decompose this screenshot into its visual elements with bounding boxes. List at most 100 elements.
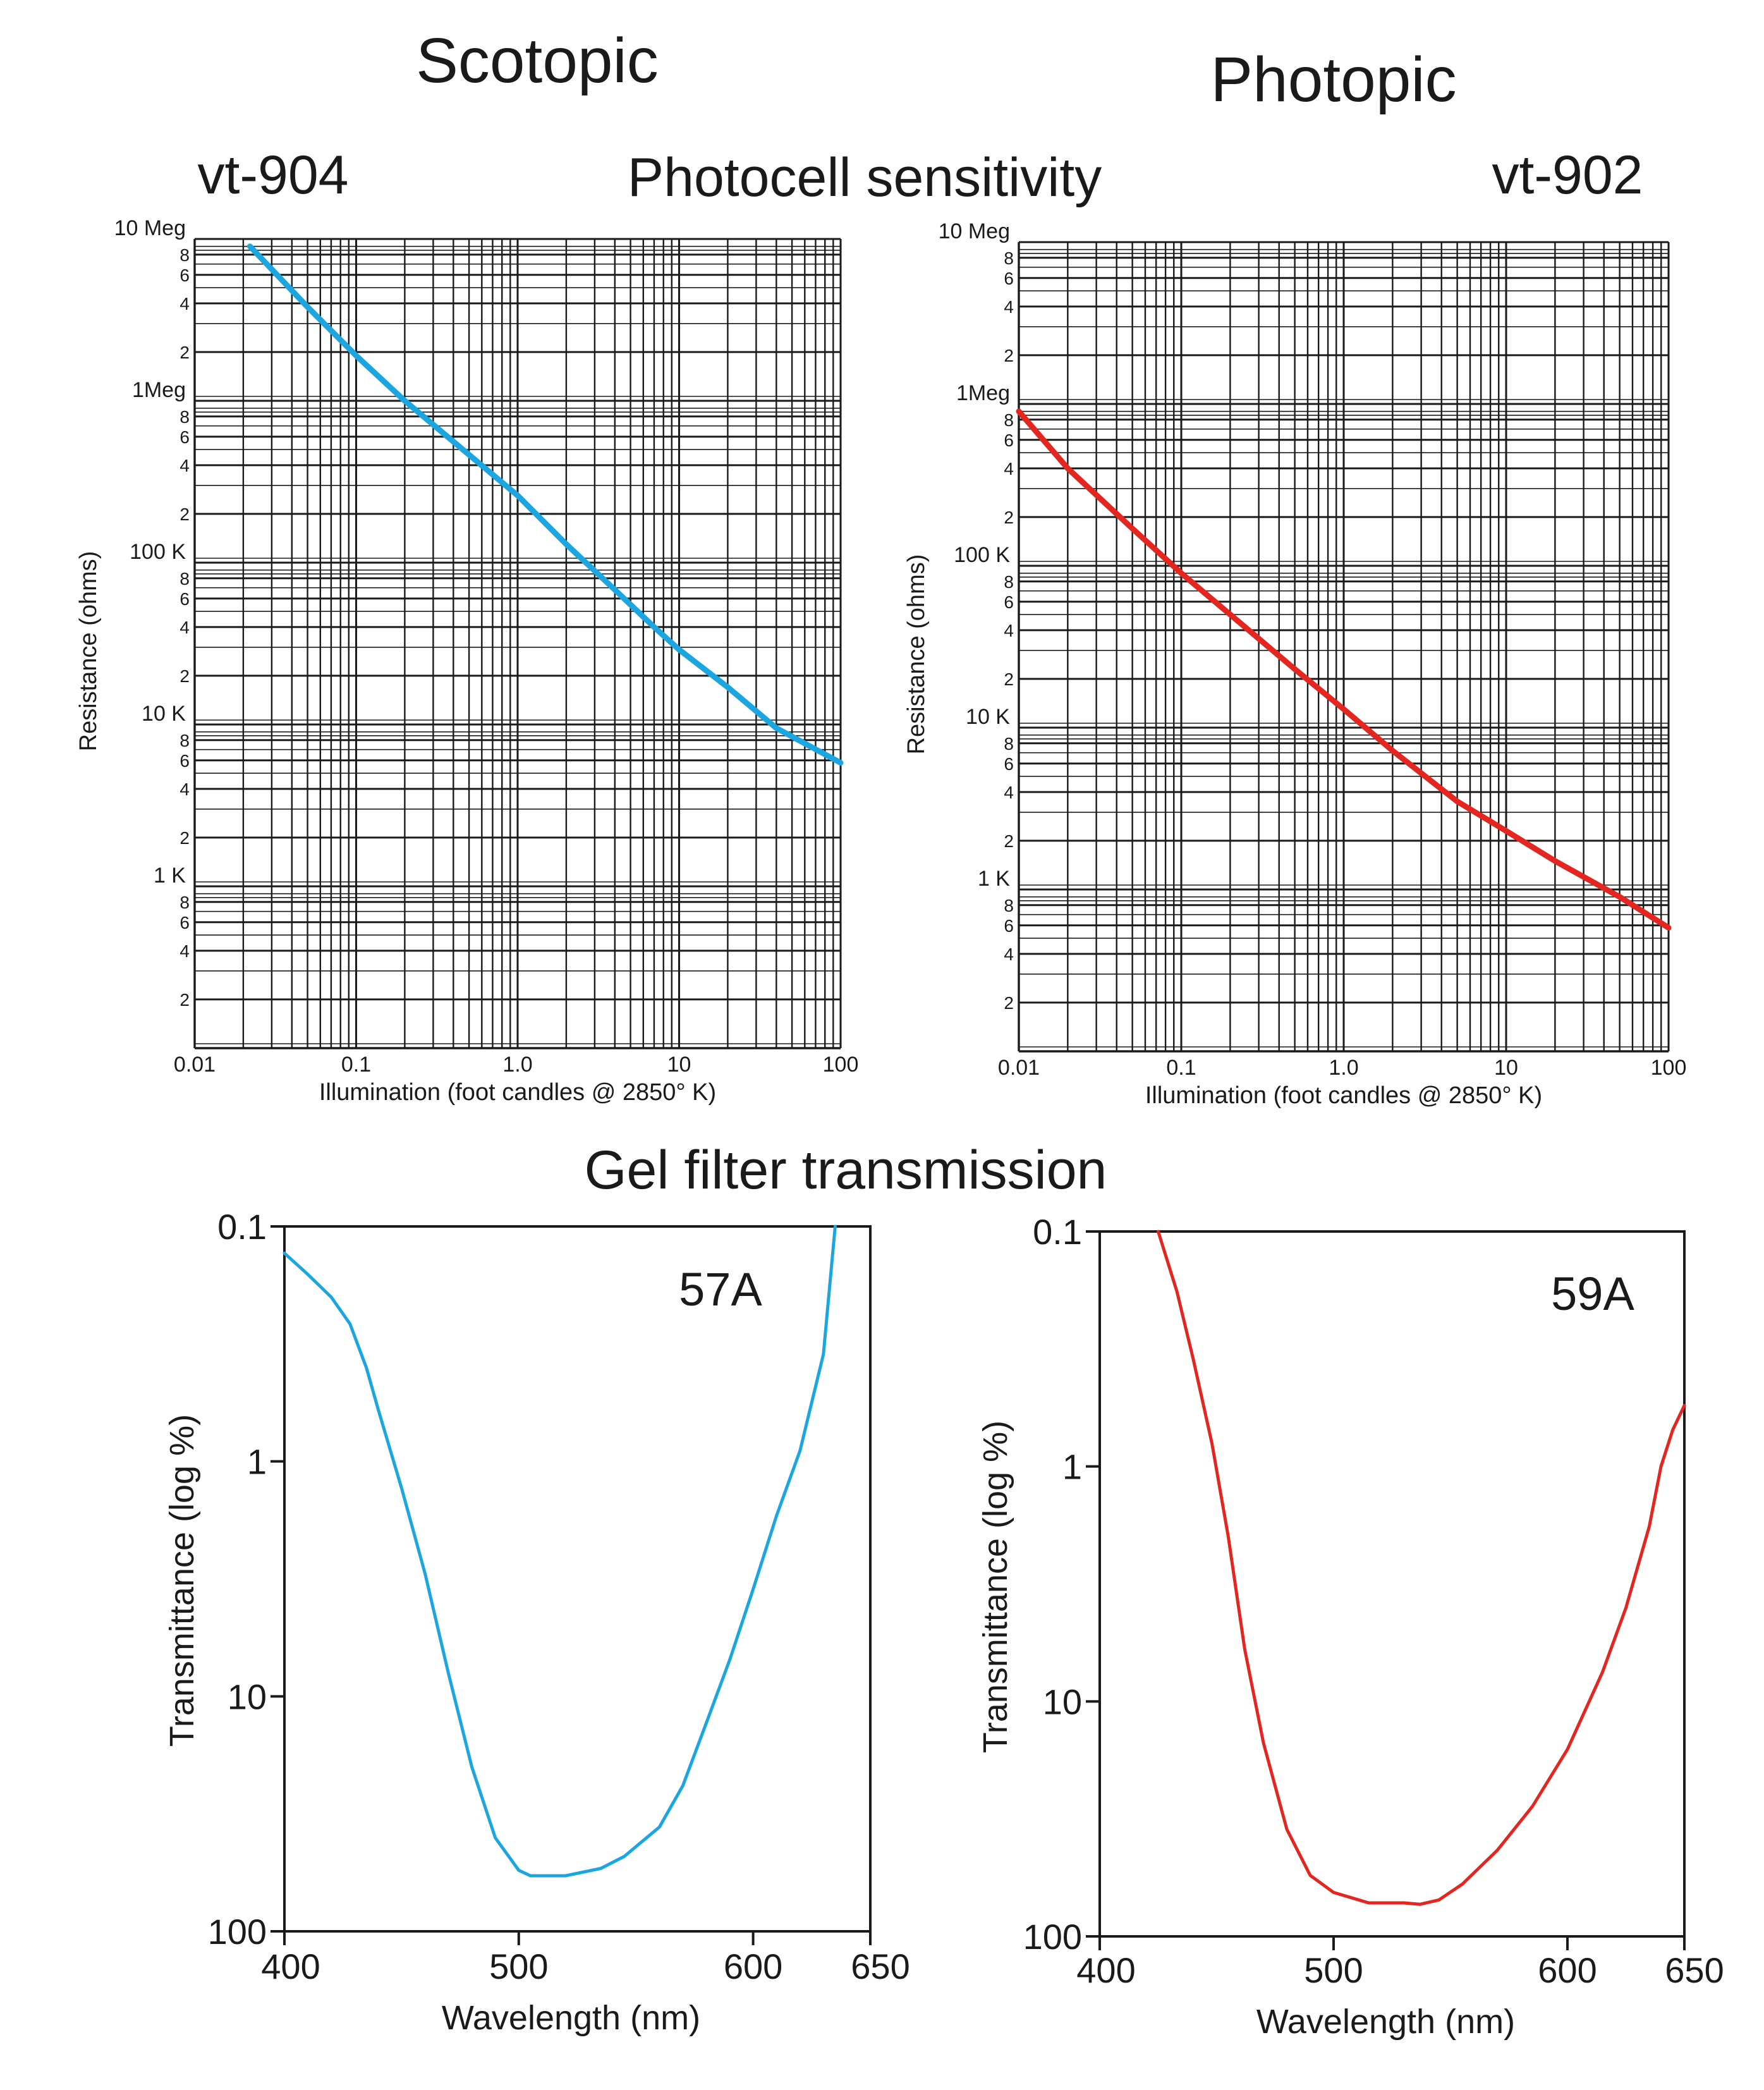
y-tick-label: 100 xyxy=(1023,1917,1082,1957)
y-minor-tick-label: 8 xyxy=(1004,896,1014,915)
y-minor-tick-label: 6 xyxy=(179,427,190,447)
y-minor-tick-label: 4 xyxy=(1004,783,1014,802)
x-tick-label: 0.01 xyxy=(174,1053,216,1077)
x-tick-label: 650 xyxy=(1665,1950,1724,1990)
x-tick-label: 500 xyxy=(1304,1950,1363,1990)
y-tick-label: 10 xyxy=(1043,1682,1082,1721)
x-tick-label: 10 xyxy=(667,1053,691,1077)
filter-label: 57A xyxy=(679,1263,762,1316)
y-minor-tick-label: 2 xyxy=(1004,831,1014,851)
y-minor-tick-label: 2 xyxy=(179,990,190,1010)
y-minor-tick-label: 8 xyxy=(1004,734,1014,754)
y-minor-tick-label: 4 xyxy=(1004,621,1014,640)
series-line-vt-902 xyxy=(1016,408,1672,931)
y-tick-label: 100 K xyxy=(130,540,186,564)
y-minor-tick-label: 6 xyxy=(1004,916,1014,936)
x-tick-label: 500 xyxy=(489,1946,548,1986)
x-tick-label: 400 xyxy=(261,1946,320,1986)
x-tick-label: 100 xyxy=(1651,1056,1687,1080)
y-tick-label: 10 K xyxy=(966,705,1010,729)
photocell-title: Photocell sensitivity xyxy=(628,147,1102,208)
y-minor-tick-label: 6 xyxy=(1004,431,1014,450)
right-device-label: vt-902 xyxy=(1492,145,1643,205)
y-minor-tick-label: 2 xyxy=(179,828,190,848)
x-tick-label: 10 xyxy=(1494,1056,1518,1080)
y-minor-tick-label: 6 xyxy=(1004,269,1014,288)
y-tick-label: 100 xyxy=(208,1912,267,1952)
scotopic-title: Scotopic xyxy=(416,25,659,96)
plot-frame xyxy=(1098,1230,1686,1938)
y-minor-tick-label: 4 xyxy=(179,779,190,799)
x-tick-label: 0.1 xyxy=(1166,1056,1196,1080)
y-axis-title: Resistance (ohms) xyxy=(75,551,102,752)
x-axis-title: Wavelength (nm) xyxy=(1256,2003,1515,2041)
y-tick-label: 10 K xyxy=(142,702,186,726)
y-tick-label: 10 Meg xyxy=(939,219,1010,243)
plot-frame xyxy=(283,1225,872,1933)
x-tick-label: 650 xyxy=(851,1946,909,1986)
y-minor-tick-label: 2 xyxy=(179,343,190,362)
y-tick-label: 0.1 xyxy=(217,1207,267,1247)
y-minor-tick-label: 2 xyxy=(179,504,190,524)
y-minor-tick-label: 8 xyxy=(179,407,190,427)
y-minor-tick-label: 2 xyxy=(1004,508,1014,527)
y-minor-tick-label: 6 xyxy=(179,913,190,932)
y-minor-tick-label: 2 xyxy=(1004,993,1014,1013)
y-minor-tick-label: 8 xyxy=(179,731,190,750)
y-minor-tick-label: 4 xyxy=(179,618,190,637)
x-axis-title: Illumination (foot candles @ 2850° K) xyxy=(319,1079,716,1106)
y-minor-tick-label: 2 xyxy=(1004,669,1014,689)
y-minor-tick-label: 6 xyxy=(1004,592,1014,612)
gel-title: Gel filter transmission xyxy=(585,1140,1107,1201)
x-tick-label: 400 xyxy=(1076,1950,1135,1990)
y-tick-label: 1Meg xyxy=(132,378,186,402)
y-axis-title: Transmittance (log %) xyxy=(976,1421,1014,1753)
y-tick-label: 1Meg xyxy=(956,381,1010,405)
y-tick-label: 10 xyxy=(228,1677,267,1716)
y-minor-tick-label: 8 xyxy=(1004,572,1014,592)
y-minor-tick-label: 2 xyxy=(179,666,190,686)
y-axis-title: Transmittance (log %) xyxy=(163,1414,201,1747)
x-axis-title: Illumination (foot candles @ 2850° K) xyxy=(1145,1082,1542,1109)
y-minor-tick-label: 6 xyxy=(179,266,190,285)
y-minor-tick-label: 8 xyxy=(179,245,190,265)
series-line-59A xyxy=(1157,1230,1686,1906)
left-device-label: vt-904 xyxy=(197,145,348,205)
x-tick-label: 600 xyxy=(1538,1950,1597,1990)
x-tick-label: 0.1 xyxy=(341,1053,371,1077)
x-tick-label: 1.0 xyxy=(502,1053,532,1077)
y-minor-tick-label: 6 xyxy=(179,589,190,609)
y-minor-tick-label: 4 xyxy=(1004,944,1014,964)
y-tick-label: 1 xyxy=(247,1442,267,1482)
photopic-title: Photopic xyxy=(1210,44,1456,115)
y-axis-title: Resistance (ohms) xyxy=(903,554,930,755)
y-minor-tick-label: 6 xyxy=(1004,754,1014,774)
y-minor-tick-label: 4 xyxy=(179,456,190,475)
y-minor-tick-label: 8 xyxy=(179,893,190,912)
y-minor-tick-label: 4 xyxy=(179,941,190,961)
y-tick-label: 0.1 xyxy=(1033,1212,1082,1252)
y-minor-tick-label: 4 xyxy=(1004,459,1014,479)
filter-label: 59A xyxy=(1551,1268,1634,1320)
y-minor-tick-label: 2 xyxy=(1004,346,1014,365)
y-minor-tick-label: 8 xyxy=(1004,248,1014,268)
x-tick-label: 100 xyxy=(823,1053,859,1077)
y-minor-tick-label: 4 xyxy=(1004,297,1014,317)
y-tick-label: 1 K xyxy=(154,864,186,888)
x-axis-title: Wavelength (nm) xyxy=(442,1999,700,2037)
y-tick-label: 1 K xyxy=(978,867,1010,891)
y-minor-tick-label: 6 xyxy=(179,751,190,771)
y-tick-label: 1 xyxy=(1062,1447,1082,1487)
series-line-57A xyxy=(283,1225,837,1878)
y-tick-label: 10 Meg xyxy=(114,216,186,240)
y-minor-tick-label: 4 xyxy=(179,294,190,314)
y-minor-tick-label: 8 xyxy=(1004,410,1014,430)
y-tick-label: 100 K xyxy=(954,543,1010,567)
x-tick-label: 0.01 xyxy=(998,1056,1040,1080)
y-minor-tick-label: 8 xyxy=(179,569,190,589)
